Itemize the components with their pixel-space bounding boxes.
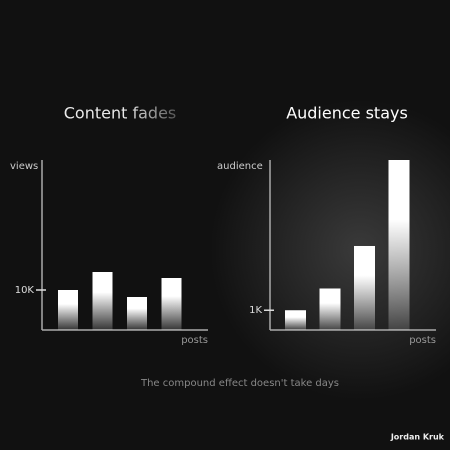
bar [285, 310, 306, 330]
y-axis-label: views [10, 161, 38, 172]
chart-title: Content fades [64, 104, 177, 123]
bar [161, 278, 182, 330]
bar [92, 272, 113, 330]
bar [127, 297, 147, 330]
x-axis-label: posts [409, 335, 436, 346]
bar [319, 288, 341, 330]
bar [58, 290, 78, 330]
y-axis-label: audience [217, 161, 263, 172]
x-axis-label: posts [181, 335, 208, 346]
y-tick-label: 1K [249, 305, 262, 316]
chart-title: Audience stays [286, 104, 408, 123]
caption: The compound effect doesn't take days [140, 378, 339, 389]
bar [354, 245, 375, 330]
y-tick-label: 10K [15, 285, 35, 296]
bar [388, 160, 410, 330]
credit: Jordan Kruk [390, 433, 445, 442]
